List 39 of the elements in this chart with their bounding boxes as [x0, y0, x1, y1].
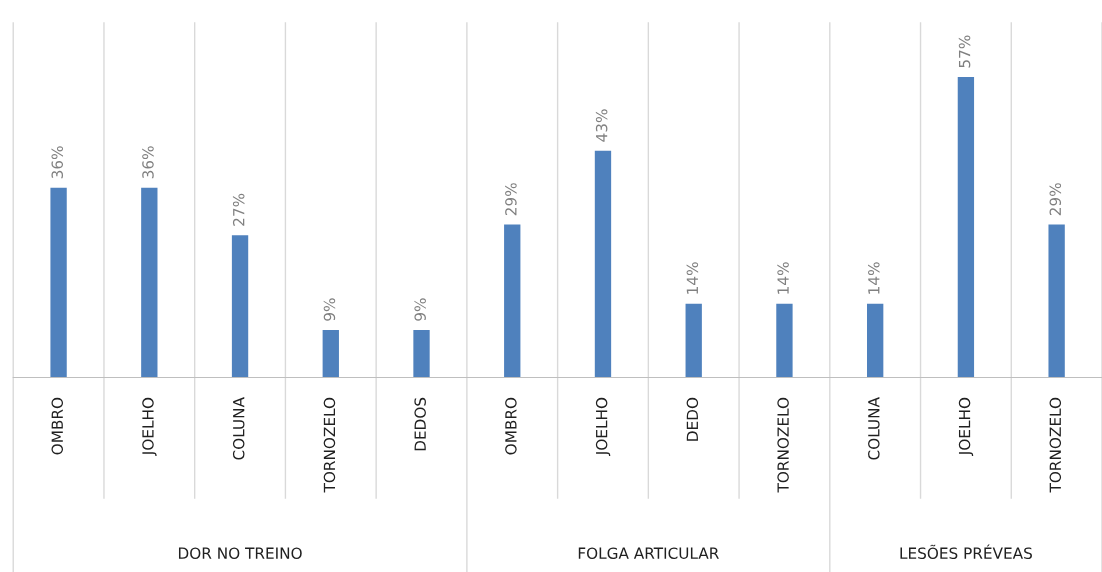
- x-tick-label: COLUNA: [232, 397, 245, 460]
- data-label: 14%: [868, 262, 880, 294]
- bar: [1048, 224, 1065, 378]
- x-tick-label: JOELHO: [958, 397, 974, 456]
- x-tick-label: TORNOZELO: [323, 397, 336, 493]
- data-label: 36%: [142, 146, 154, 179]
- bar: [594, 150, 612, 378]
- text: LESÕES PRÉVEAS: [900, 544, 1032, 559]
- bar: [685, 303, 702, 378]
- x-tick-label: OMBRO: [505, 397, 517, 455]
- text: FOLGA ARTICULAR: [578, 547, 719, 559]
- x-tick-label: COLUNA: [868, 397, 880, 460]
- bar: [322, 330, 339, 378]
- x-tick-label: OMBRO: [51, 397, 64, 455]
- data-label: 14%: [777, 262, 789, 294]
- bar: [504, 224, 521, 378]
- data-label: 57%: [958, 35, 971, 68]
- text: DOR NO TREINO: [178, 547, 302, 559]
- data-label: 9%: [414, 298, 426, 321]
- bar: [141, 187, 158, 378]
- data-label: 36%: [51, 146, 64, 179]
- data-label: 29%: [505, 183, 517, 216]
- bar: [413, 330, 430, 378]
- bar: [867, 303, 884, 378]
- bar: [231, 235, 249, 378]
- x-tick-label: DEDOS: [414, 397, 426, 451]
- x-tick-label: JOELHO: [142, 397, 157, 456]
- data-label: 27%: [232, 193, 245, 226]
- data-label: 43%: [595, 109, 608, 142]
- x-tick-label: TORNOZELO: [1049, 397, 1062, 493]
- data-label: 29%: [1049, 183, 1062, 216]
- bar: [776, 303, 793, 378]
- bar: [957, 76, 975, 378]
- data-label: 9%: [323, 298, 336, 321]
- x-tick-label: TORNOZELO: [777, 397, 789, 493]
- data-label: 14%: [686, 262, 699, 294]
- bar: [50, 187, 67, 378]
- x-tick-label: JOELHO: [595, 397, 611, 456]
- x-tick-label: DEDO: [686, 397, 699, 441]
